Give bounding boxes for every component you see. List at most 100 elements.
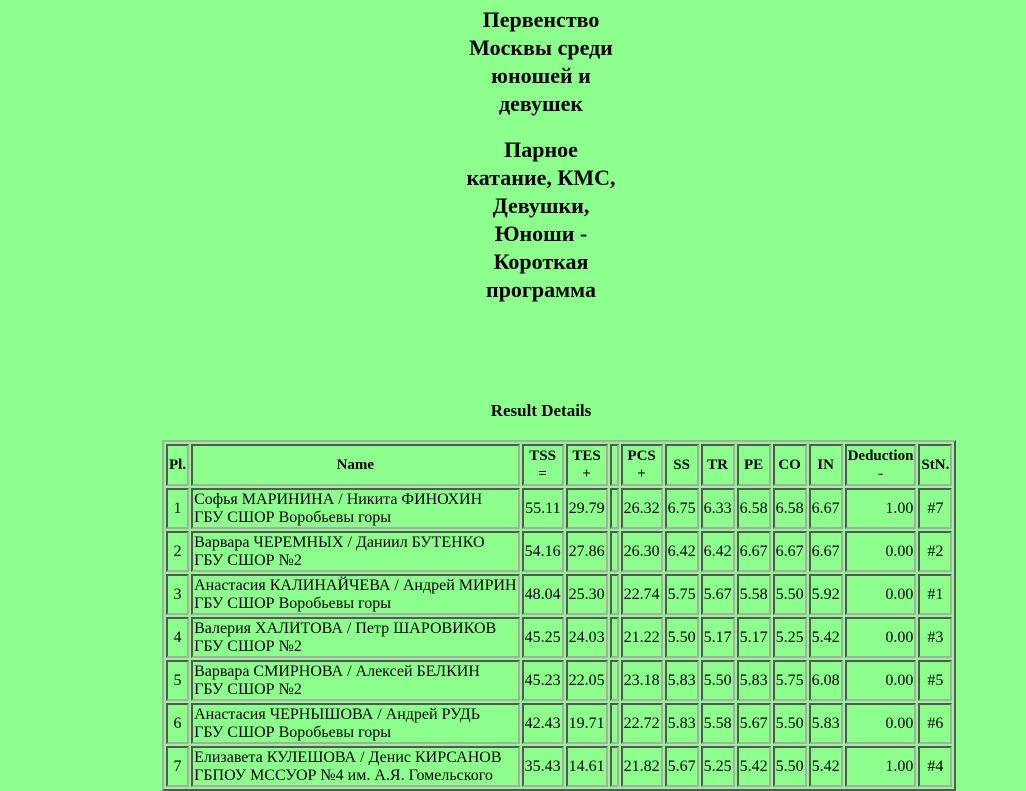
stn-cell: #5 [918, 660, 953, 701]
ss-cell: 5.67 [664, 746, 699, 787]
tr-cell: 6.42 [700, 531, 735, 572]
column-header: IN [808, 444, 843, 486]
pl-cell: 7 [166, 746, 190, 787]
tss-cell: 55.11 [521, 488, 564, 529]
column-header: StN. [918, 444, 953, 486]
pair-names: Варвара СМИРНОВА / Алексей БЕЛКИН [194, 662, 480, 680]
tes-cell: 29.79 [565, 488, 608, 529]
in-cell: 6.67 [808, 488, 843, 529]
header: Первенство Москвы среди юношей и девушек… [466, 6, 616, 322]
results-table: Pl. Name TSS = TES + PCS + SS TR PE CO IN Deduction - S… [162, 440, 957, 791]
column-label: SS [673, 457, 690, 473]
pe-cell: 5.67 [736, 703, 771, 744]
stn-cell: #4 [918, 746, 953, 787]
ded-cell: 0.00 [844, 574, 917, 615]
pl-cell: 5 [166, 660, 190, 701]
stn-cell: #7 [918, 488, 953, 529]
stn-cell: #1 [918, 574, 953, 615]
name-cell: Елизавета КУЛЕШОВА / Денис КИРСАНОВ ГБПОУ… [191, 746, 520, 787]
tes-cell: 19.71 [565, 703, 608, 744]
pe-cell: 5.58 [736, 574, 771, 615]
ss-cell: 6.42 [664, 531, 699, 572]
table-row: 3 Анастасия КАЛИНАЙЧЕВА / Андрей МИРИН ГБУ… [166, 574, 953, 615]
ded-cell: 0.00 [844, 531, 917, 572]
ded-cell: 1.00 [844, 746, 917, 787]
ded-cell: 1.00 [844, 488, 917, 529]
tss-cell: 35.43 [521, 746, 564, 787]
name-cell: Анастасия ЧЕРНЫШОВА / Андрей РУДЬ ГБУ СШО… [191, 703, 520, 744]
club-name: ГБУ СШОР №2 [194, 637, 302, 655]
ss-cell: 5.83 [664, 660, 699, 701]
pcs-cell: 22.72 [620, 703, 663, 744]
column-label: StN. [921, 457, 950, 473]
club-name: ГБПОУ МССУОР №4 им. А.Я. Гомельского [194, 766, 493, 784]
table-row: 1 Софья МАРИНИНА / Никита ФИНОХИН ГБУ СШОР… [166, 488, 953, 529]
pair-names: Анастасия ЧЕРНЫШОВА / Андрей РУДЬ [194, 705, 480, 723]
blank-cell [609, 531, 619, 572]
column-label: TR [707, 457, 728, 473]
pe-cell: 6.58 [736, 488, 771, 529]
ss-cell: 5.50 [664, 617, 699, 658]
blank-cell [609, 617, 619, 658]
tr-cell: 5.50 [700, 660, 735, 701]
table-row: 6 Анастасия ЧЕРНЫШОВА / Андрей РУДЬ ГБУ СШ… [166, 703, 953, 744]
name-cell: Анастасия КАЛИНАЙЧЕВА / Андрей МИРИН ГБУ … [191, 574, 520, 615]
event-title: Первенство Москвы среди юношей и девушек [469, 7, 613, 116]
tss-cell: 42.43 [521, 703, 564, 744]
pl-cell: 2 [166, 531, 190, 572]
tr-cell: 5.25 [700, 746, 735, 787]
pcs-cell: 21.22 [620, 617, 663, 658]
ss-cell: 6.75 [664, 488, 699, 529]
pl-cell: 3 [166, 574, 190, 615]
column-label: TSS [529, 448, 556, 464]
ss-cell: 5.75 [664, 574, 699, 615]
tss-cell: 48.04 [521, 574, 564, 615]
column-header [609, 444, 619, 486]
co-cell: 5.50 [772, 703, 807, 744]
in-cell: 5.42 [808, 617, 843, 658]
tr-cell: 5.58 [700, 703, 735, 744]
tss-cell: 54.16 [521, 531, 564, 572]
tes-cell: 24.03 [565, 617, 608, 658]
pair-names: Елизавета КУЛЕШОВА / Денис КИРСАНОВ [194, 748, 502, 766]
club-name: ГБУ СШОР Воробьевы горы [194, 508, 391, 526]
pair-names: Варвара ЧЕРЕМНЫХ / Даниил БУТЕНКО [194, 533, 485, 551]
pair-names: Анастасия КАЛИНАЙЧЕВА / Андрей МИРИН [194, 576, 517, 594]
pe-cell: 5.83 [736, 660, 771, 701]
pair-names: Валерия ХАЛИТОВА / Петр ШАРОВИКОВ [194, 619, 497, 637]
column-header: PCS + [620, 444, 663, 486]
stn-cell: #2 [918, 531, 953, 572]
name-cell: Валерия ХАЛИТОВА / Петр ШАРОВИКОВ ГБУ СШО… [191, 617, 520, 658]
tr-cell: 6.33 [700, 488, 735, 529]
column-operator: - [878, 466, 883, 482]
column-operator: + [582, 466, 591, 482]
in-cell: 5.83 [808, 703, 843, 744]
club-name: ГБУ СШОР Воробьевы горы [194, 723, 391, 741]
co-cell: 5.50 [772, 746, 807, 787]
pe-cell: 5.42 [736, 746, 771, 787]
blank-cell [609, 574, 619, 615]
ded-cell: 0.00 [844, 660, 917, 701]
co-cell: 6.67 [772, 531, 807, 572]
pe-cell: 6.67 [736, 531, 771, 572]
in-cell: 5.42 [808, 746, 843, 787]
column-header: CO [772, 444, 807, 486]
in-cell: 5.92 [808, 574, 843, 615]
pcs-cell: 26.32 [620, 488, 663, 529]
table-row: 5 Варвара СМИРНОВА / Алексей БЕЛКИН ГБУ СШ… [166, 660, 953, 701]
tss-cell: 45.23 [521, 660, 564, 701]
co-cell: 5.25 [772, 617, 807, 658]
column-label: TES [572, 448, 601, 464]
tr-cell: 5.17 [700, 617, 735, 658]
column-label: PCS [627, 448, 656, 464]
column-header: Name [191, 444, 520, 486]
column-header: Deduction - [844, 444, 917, 486]
pair-names: Софья МАРИНИНА / Никита ФИНОХИН [194, 490, 483, 508]
ss-cell: 5.83 [664, 703, 699, 744]
pcs-cell: 21.82 [620, 746, 663, 787]
club-name: ГБУ СШОР №2 [194, 551, 302, 569]
club-name: ГБУ СШОР Воробьевы горы [194, 594, 391, 612]
pcs-cell: 26.30 [620, 531, 663, 572]
table-row: 7 Елизавета КУЛЕШОВА / Денис КИРСАНОВ ГБПО… [166, 746, 953, 787]
ded-cell: 0.00 [844, 617, 917, 658]
